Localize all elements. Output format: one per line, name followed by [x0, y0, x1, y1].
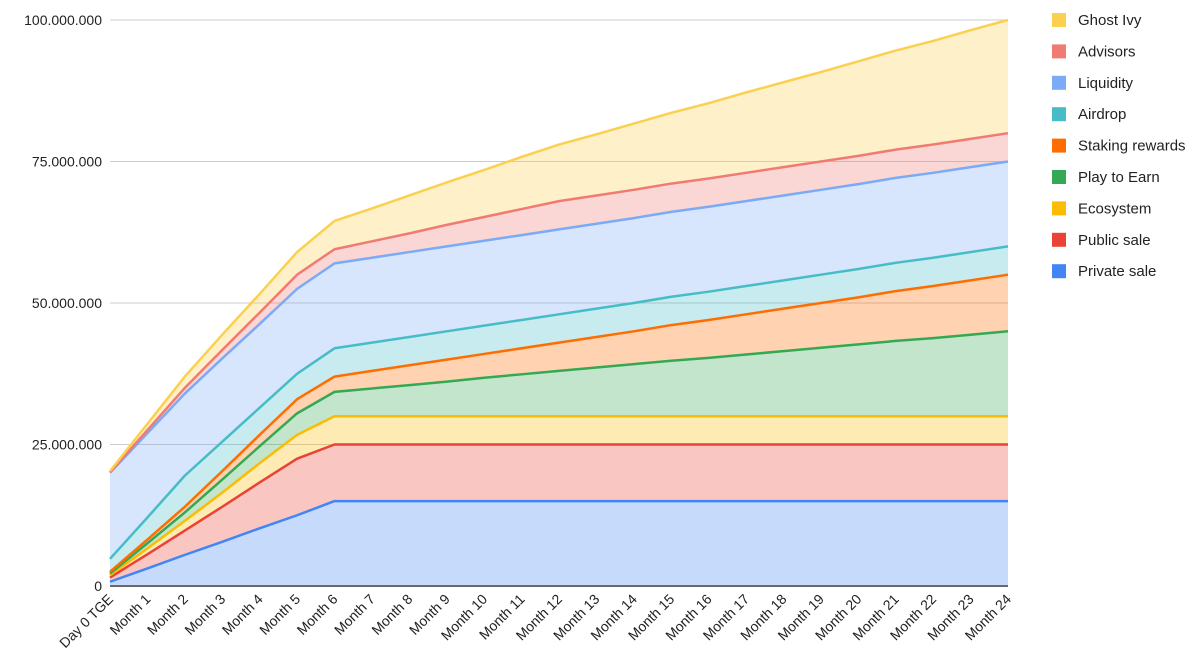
y-tick-label: 50.000.000	[32, 295, 102, 311]
legend-label: Ecosystem	[1078, 200, 1151, 217]
area-public-sale	[110, 444, 1008, 582]
y-tick-label: 75.000.000	[32, 154, 102, 170]
legend-label: Private sale	[1078, 263, 1156, 280]
legend-item: Play to Earn	[1052, 169, 1160, 186]
legend-item: Public sale	[1052, 232, 1151, 249]
legend-swatch	[1052, 75, 1066, 90]
legend-item: Staking rewards	[1052, 138, 1186, 155]
x-tick-label: Month 3	[181, 591, 228, 638]
y-tick-label: 0	[94, 578, 102, 594]
legend-swatch	[1052, 13, 1066, 27]
legend-label: Ghost Ivy	[1078, 12, 1142, 29]
x-tick-label: Month 1	[106, 591, 153, 638]
area-private-sale	[110, 501, 1008, 586]
legend-label: Play to Earn	[1078, 169, 1160, 186]
legend-item: Airdrop	[1052, 106, 1126, 123]
area-ghost-ivy	[110, 20, 1008, 473]
legend-item: Ecosystem	[1052, 200, 1151, 217]
line-play-to-earn	[109, 330, 1009, 575]
x-tick-label: Month 6	[294, 591, 341, 638]
area-ecosystem	[110, 416, 1008, 578]
area-liquidity	[110, 161, 1008, 559]
line-airdrop	[109, 245, 1009, 560]
legend-label: Public sale	[1078, 232, 1151, 249]
legend-label: Airdrop	[1078, 106, 1126, 123]
legend-item: Advisors	[1052, 43, 1136, 60]
legend-swatch	[1052, 264, 1066, 279]
legend-label: Liquidity	[1078, 75, 1134, 92]
legend-swatch	[1052, 201, 1066, 216]
legend-swatch	[1052, 138, 1066, 153]
legend-label: Staking rewards	[1078, 138, 1186, 155]
legend-swatch	[1052, 107, 1066, 122]
x-tick-label: Month 7	[331, 591, 378, 638]
legend-item: Ghost Ivy	[1052, 12, 1142, 29]
legend-item: Liquidity	[1052, 75, 1134, 92]
line-staking-rewards	[109, 273, 1009, 573]
x-tick-label: Month 8	[368, 591, 415, 638]
legend-swatch	[1052, 170, 1066, 184]
legend-item: Private sale	[1052, 263, 1156, 280]
line-private-sale	[109, 499, 1008, 583]
area-staking-rewards	[110, 274, 1008, 574]
y-tick-label: 100.000.000	[24, 12, 102, 28]
area-airdrop	[110, 246, 1008, 572]
x-tick-label: Month 5	[256, 591, 303, 638]
line-ecosystem	[109, 414, 1008, 577]
line-ghost-ivy	[109, 18, 1009, 472]
x-tick-label: Month 2	[144, 591, 191, 638]
line-public-sale	[109, 443, 1008, 579]
y-tick-label: 25.000.000	[32, 437, 102, 453]
legend-swatch	[1052, 232, 1066, 247]
line-advisors	[109, 131, 1009, 474]
x-tick-label: Day 0 TGE	[56, 591, 116, 651]
x-tick-label: Month 4	[219, 591, 266, 638]
legend-swatch	[1052, 44, 1066, 59]
line-liquidity	[109, 160, 1009, 474]
legend-label: Advisors	[1078, 43, 1136, 60]
